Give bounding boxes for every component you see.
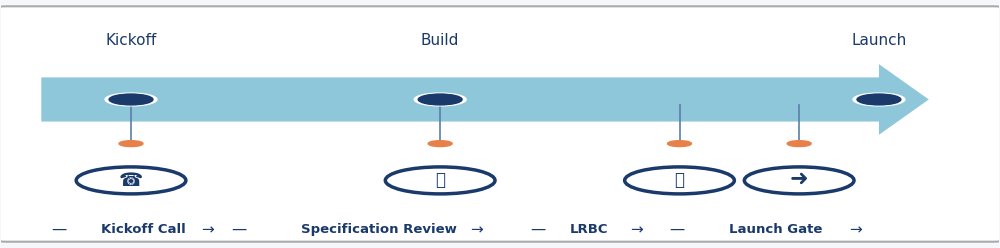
Text: Kickoff: Kickoff — [105, 33, 157, 48]
Circle shape — [418, 94, 462, 105]
Circle shape — [420, 94, 460, 104]
Polygon shape — [41, 64, 929, 135]
Text: Launch Gate: Launch Gate — [729, 223, 823, 236]
Text: 👥: 👥 — [674, 171, 684, 189]
Circle shape — [414, 93, 466, 106]
Text: Build: Build — [421, 33, 459, 48]
Circle shape — [668, 141, 691, 147]
Circle shape — [859, 94, 899, 104]
Text: ➜: ➜ — [790, 169, 808, 189]
Text: 🖥: 🖥 — [435, 171, 445, 189]
Text: —: — — [530, 222, 545, 237]
Circle shape — [857, 94, 901, 105]
Text: ☎: ☎ — [119, 171, 143, 190]
Text: →: → — [470, 222, 483, 237]
Circle shape — [853, 93, 905, 106]
Circle shape — [109, 94, 153, 105]
Text: →: → — [201, 222, 214, 237]
Circle shape — [105, 93, 157, 106]
Text: Kickoff Call: Kickoff Call — [101, 223, 186, 236]
Text: —: — — [231, 222, 246, 237]
Circle shape — [428, 141, 452, 147]
Text: —: — — [51, 222, 66, 237]
Text: →: → — [630, 222, 642, 237]
Circle shape — [119, 141, 143, 147]
Text: →: → — [849, 222, 862, 237]
Circle shape — [111, 94, 151, 104]
Text: LRBC: LRBC — [570, 223, 608, 236]
Text: —: — — [670, 222, 685, 237]
Circle shape — [787, 141, 811, 147]
Text: Specification Review: Specification Review — [301, 223, 456, 236]
Text: Launch: Launch — [851, 33, 907, 48]
FancyBboxPatch shape — [0, 6, 1000, 242]
